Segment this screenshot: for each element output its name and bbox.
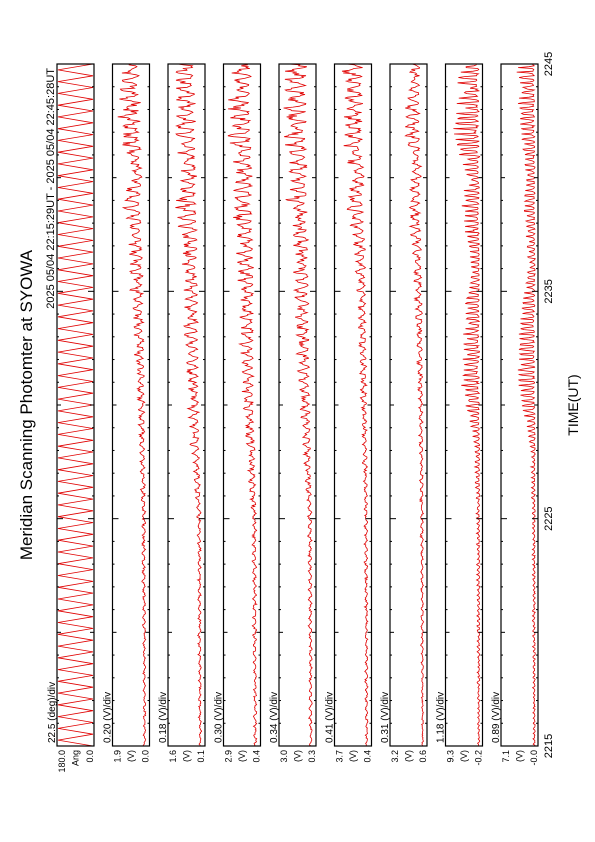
axis-name-channel-1: (V) [126, 750, 136, 762]
top-value-scan-angle: 180.0 [57, 750, 67, 773]
trace-channel-8 [516, 63, 536, 747]
panel-scan-angle: 22.5 (deg)/div 180.0 Ang 0.0 [47, 63, 95, 773]
top-value-channel-7: 9.3 [446, 750, 456, 763]
trace-scan-angle [57, 63, 94, 747]
bottom-value-channel-1: 0.0 [141, 750, 151, 763]
top-value-channel-3: 2.9 [224, 750, 234, 763]
scale-label-channel-8: 0.89 (V)/div [491, 692, 502, 743]
trace-channel-6 [404, 63, 425, 747]
bottom-value-channel-2: 0.1 [196, 750, 206, 763]
axis-name-channel-8: (V) [515, 750, 525, 762]
top-value-channel-1: 1.9 [113, 750, 123, 763]
panel-channel-6: 0.31 (V)/div 3.2 (V) 0.6 [380, 63, 428, 763]
frame-scan-angle [56, 63, 95, 747]
scale-label-channel-1: 0.20 (V)/div [103, 692, 114, 743]
panel-channel-7: 1.18 (V)/div 9.3 (V) -0.2 [436, 63, 484, 766]
trace-channel-7 [453, 63, 481, 747]
x-tick-2225: 2225 [543, 506, 555, 530]
axis-name-channel-7: (V) [459, 750, 469, 762]
top-value-channel-5: 3.7 [335, 750, 345, 763]
bottom-value-channel-4: 0.3 [307, 750, 317, 763]
bottom-value-channel-5: 0.4 [363, 750, 373, 763]
x-axis-label: TIME(UT) [565, 374, 581, 435]
top-value-channel-6: 3.2 [390, 750, 400, 763]
trace-channel-2 [175, 63, 203, 747]
axis-name-channel-3: (V) [237, 750, 247, 762]
axis-name-scan-angle: Ang [71, 750, 81, 766]
bottom-value-channel-8: -0.0 [529, 750, 539, 766]
scale-label-channel-3: 0.30 (V)/div [214, 692, 225, 743]
panel-channel-4: 0.34 (V)/div 3.0 (V) 0.3 [269, 63, 317, 763]
panel-channel-2: 0.18 (V)/div 1.6 (V) 0.1 [158, 63, 206, 763]
scale-label-channel-5: 0.41 (V)/div [325, 692, 336, 743]
axis-name-channel-2: (V) [182, 750, 192, 762]
bottom-value-channel-6: 0.6 [418, 750, 428, 763]
top-value-channel-8: 7.1 [501, 750, 511, 763]
bottom-value-channel-3: 0.4 [252, 750, 262, 763]
trace-channel-3 [227, 63, 258, 747]
axis-name-channel-6: (V) [404, 750, 414, 762]
scale-label-channel-2: 0.18 (V)/div [158, 692, 169, 743]
axis-name-channel-5: (V) [348, 750, 358, 762]
panels-group: 22.5 (deg)/div 180.0 Ang 0.0 0.20 (V)/div 1.9… [47, 63, 539, 773]
time-range-label: 2025 05/04 22:15:29UT - 2025 05/04 22:45… [45, 68, 57, 309]
scale-label-scan-angle: 22.5 (deg)/div [47, 682, 58, 743]
scale-label-channel-6: 0.31 (V)/div [380, 692, 391, 743]
axis-name-channel-4: (V) [293, 750, 303, 762]
x-tick-labels: 2215 2225 2235 2245 [543, 52, 555, 758]
chart-title: Meridian Scanning Photomter at SYOWA [17, 249, 36, 560]
frame-channel-1 [111, 63, 151, 747]
frame-channel-2 [167, 63, 206, 747]
x-tick-2215: 2215 [543, 734, 555, 758]
bottom-value-channel-7: -0.2 [474, 750, 484, 766]
panel-channel-8: 0.89 (V)/div 7.1 (V) -0.0 [491, 63, 539, 766]
top-value-channel-4: 3.0 [279, 750, 289, 763]
trace-channel-4 [283, 63, 313, 747]
panel-channel-5: 0.41 (V)/div 3.7 (V) 0.4 [325, 63, 373, 763]
x-tick-2245: 2245 [543, 52, 555, 76]
bottom-value-scan-angle: 0.0 [85, 750, 95, 763]
panel-channel-3: 0.30 (V)/div 2.9 (V) 0.4 [214, 63, 262, 763]
x-tick-2235: 2235 [543, 279, 555, 303]
panel-channel-1: 0.20 (V)/div 1.9 (V) 0.0 [103, 63, 151, 763]
scale-label-channel-4: 0.34 (V)/div [269, 692, 280, 743]
trace-channel-5 [341, 63, 369, 747]
trace-channel-1 [117, 63, 147, 747]
scale-label-channel-7: 1.18 (V)/div [436, 692, 447, 743]
top-value-channel-2: 1.6 [168, 750, 178, 763]
